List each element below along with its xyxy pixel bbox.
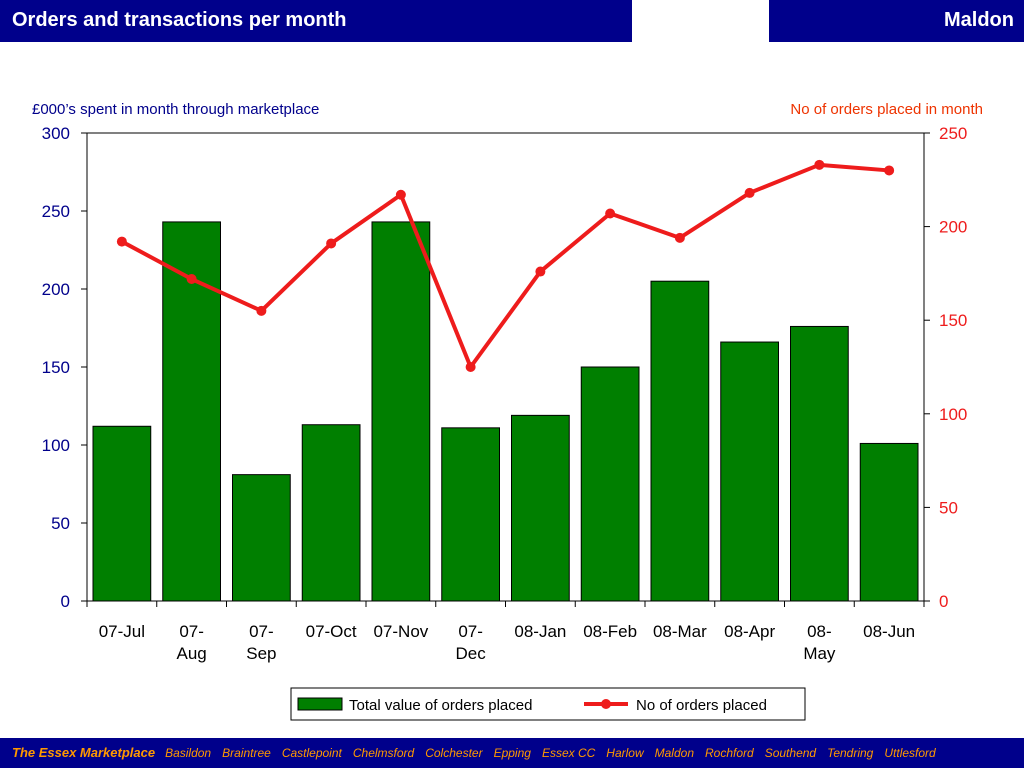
left-tick-label: 0 bbox=[61, 592, 70, 611]
footer-town-link[interactable]: Maldon bbox=[654, 746, 694, 760]
footer-bar: The Essex Marketplace Basildon Braintree Ca… bbox=[0, 738, 1024, 768]
legend-swatch-bar bbox=[297, 697, 343, 711]
bar-07-Oct bbox=[301, 424, 361, 602]
bar-08-Mar bbox=[650, 280, 710, 602]
footer-town-link[interactable]: Colchester bbox=[425, 746, 483, 760]
footer-town-link[interactable]: Harlow bbox=[606, 746, 644, 760]
x-tick-label: 07-Nov bbox=[373, 622, 428, 641]
bar-07-Nov bbox=[371, 221, 431, 602]
left-tick-label: 300 bbox=[42, 124, 70, 143]
area-name: Maldon bbox=[769, 0, 1024, 42]
right-tick-label: 100 bbox=[939, 405, 967, 424]
orders-point-07-Oct bbox=[326, 238, 337, 249]
orders-chart: £000’s spent in month through marketplac… bbox=[32, 101, 983, 721]
right-tick-label: 0 bbox=[939, 592, 948, 611]
footer-town-links: Basildon Braintree Castlepoint Chelmsford Co… bbox=[165, 746, 947, 760]
bar-07-Dec bbox=[441, 427, 500, 602]
bar-08-Apr bbox=[720, 341, 779, 602]
left-tick-label: 50 bbox=[51, 514, 70, 533]
footer-town-link[interactable]: Southend bbox=[764, 746, 817, 760]
footer-town-link[interactable]: Braintree bbox=[222, 746, 271, 760]
x-tick-label: 08-May bbox=[803, 622, 836, 663]
bar-07-Jul bbox=[92, 425, 152, 602]
legend-swatch-marker bbox=[601, 699, 611, 709]
x-tick-label: 08-Jan bbox=[514, 622, 566, 641]
orders-point-08-May bbox=[814, 159, 825, 170]
x-tick-label: 07-Dec bbox=[456, 622, 487, 663]
orders-point-07-Dec bbox=[465, 362, 476, 372]
right-axis-title: No of orders placed in month bbox=[790, 101, 983, 118]
x-tick-label: 07-Oct bbox=[306, 622, 357, 641]
bar-08-May bbox=[790, 325, 849, 602]
orders-point-08-Jun bbox=[884, 165, 895, 176]
page-title: Orders and transactions per month bbox=[0, 0, 632, 42]
orders-point-07-Sep bbox=[256, 305, 267, 316]
bar-08-Feb bbox=[580, 366, 640, 602]
orders-point-08-Apr bbox=[744, 187, 755, 198]
x-tick-label: 07-Aug bbox=[177, 622, 207, 663]
left-axis-title: £000’s spent in month through marketplac… bbox=[32, 101, 319, 118]
left-tick-label: 150 bbox=[42, 358, 70, 377]
left-tick-label: 100 bbox=[42, 436, 70, 455]
orders-point-07-Jul bbox=[116, 236, 127, 247]
x-tick-label: 07-Jul bbox=[99, 622, 145, 641]
footer-town-link[interactable]: Uttlesford bbox=[884, 746, 936, 760]
x-tick-label: 08-Feb bbox=[583, 622, 637, 641]
footer-town-link[interactable]: Tendring bbox=[827, 746, 874, 760]
right-tick-label: 50 bbox=[939, 498, 958, 517]
bar-07-Sep bbox=[232, 474, 291, 602]
orders-point-07-Nov bbox=[395, 189, 406, 200]
footer-town-link[interactable]: Rochford bbox=[705, 746, 754, 760]
orders-point-08-Feb bbox=[605, 208, 616, 219]
chart-legend: Total value of orders placed No of order… bbox=[290, 687, 806, 721]
orders-point-08-Mar bbox=[674, 232, 685, 243]
legend-label-bar: Total value of orders placed bbox=[349, 697, 532, 714]
right-tick-label: 150 bbox=[939, 311, 967, 330]
legend-label-line: No of orders placed bbox=[636, 697, 767, 714]
footer-town-link[interactable]: Epping bbox=[493, 746, 531, 760]
x-tick-label: 07-Sep bbox=[246, 622, 276, 663]
orders-point-08-Jan bbox=[535, 266, 546, 277]
left-tick-label: 250 bbox=[42, 202, 70, 221]
footer-brand[interactable]: The Essex Marketplace bbox=[12, 745, 156, 760]
right-tick-label: 200 bbox=[939, 218, 967, 237]
x-tick-label: 08-Mar bbox=[653, 622, 707, 641]
bar-08-Jan bbox=[511, 414, 570, 602]
right-tick-label: 250 bbox=[939, 124, 967, 143]
orders-point-07-Aug bbox=[186, 274, 197, 285]
x-tick-label: 08-Apr bbox=[724, 622, 775, 641]
bar-08-Jun bbox=[859, 442, 919, 602]
left-tick-label: 200 bbox=[42, 280, 70, 299]
footer-town-link[interactable]: Chelmsford bbox=[352, 746, 415, 760]
footer-town-link[interactable]: Castlepoint bbox=[281, 746, 342, 760]
footer-town-link[interactable]: Basildon bbox=[165, 746, 212, 760]
footer-town-link[interactable]: Essex CC bbox=[541, 746, 596, 760]
orders-count-line bbox=[120, 162, 890, 369]
x-tick-label: 08-Jun bbox=[863, 622, 915, 641]
